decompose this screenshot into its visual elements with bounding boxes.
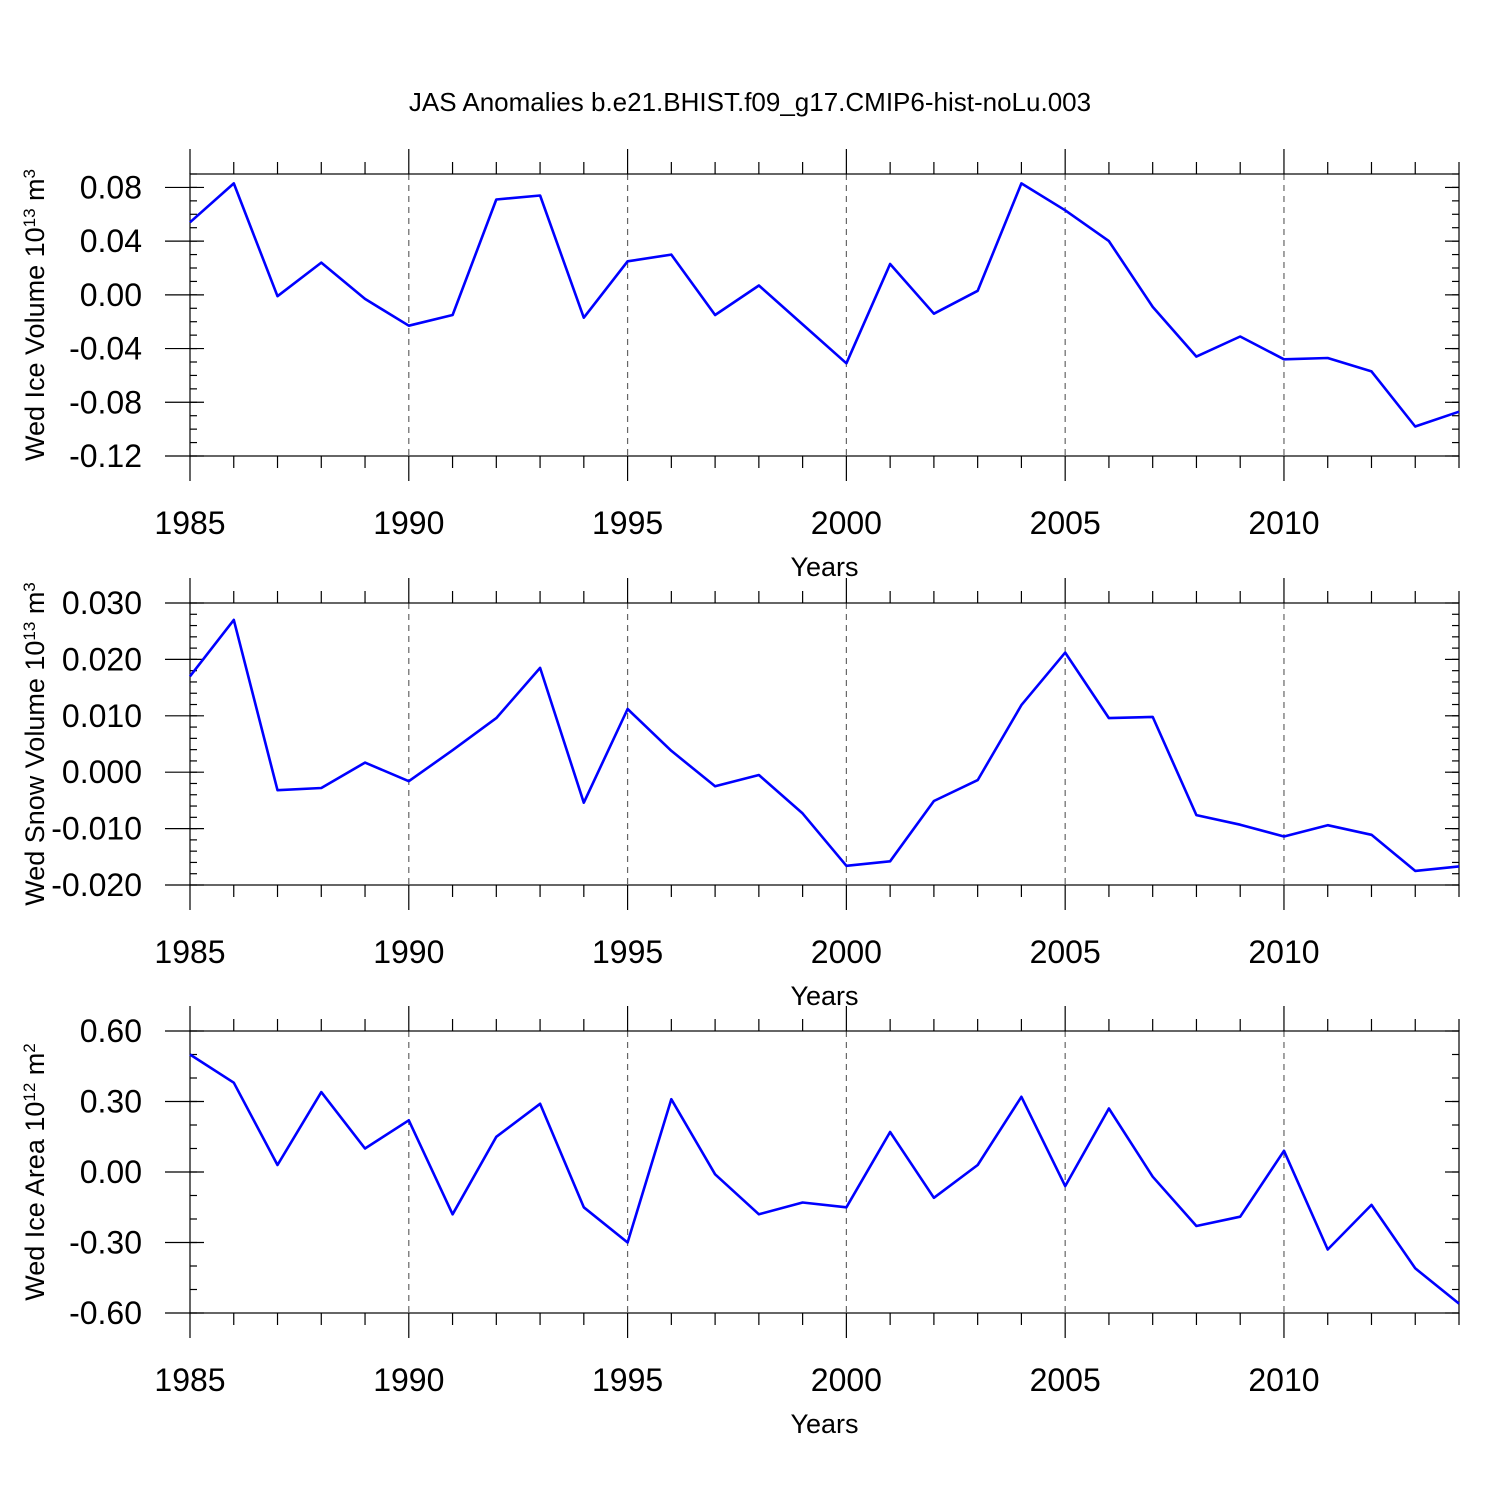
y-tick-label: 0.00 — [80, 1154, 142, 1190]
x-tick-label: 2000 — [811, 1362, 882, 1398]
y-tick-label: 0.30 — [80, 1084, 142, 1120]
series-line — [189, 182, 1460, 428]
y-tick-label: 0.000 — [62, 754, 142, 790]
y-axis-title-text: Wed Ice Area 10 — [20, 1102, 50, 1301]
y-axis-title-superscript: 13 — [20, 208, 39, 227]
y-axis-title-text: Wed Snow Volume 10 — [20, 641, 50, 906]
y-axis-title-superscript: 13 — [20, 622, 39, 641]
y-axis-title-superscript: 2 — [20, 1043, 39, 1052]
x-tick-label: 1995 — [592, 1362, 663, 1398]
x-tick-label: 2010 — [1248, 934, 1319, 970]
figure-title: JAS Anomalies b.e21.BHIST.f09_g17.CMIP6-… — [409, 87, 1091, 117]
x-tick-label: 1990 — [373, 934, 444, 970]
panel-3: 0.60 0.30 0.00 -0.30 -0.60 1985 1990 1995 2000 20… — [20, 1006, 1460, 1439]
y-axis-title-text: m — [20, 178, 50, 208]
x-tick-label: 2000 — [811, 934, 882, 970]
y-tick-label: 0.00 — [80, 277, 142, 313]
x-tick-label: 1985 — [154, 1362, 225, 1398]
y-tick-label: 0.04 — [80, 223, 142, 259]
y-axis-title-text: Wed Ice Volume 10 — [20, 227, 50, 461]
plot-frame — [189, 173, 1460, 457]
x-tick-label: 2010 — [1248, 505, 1319, 541]
y-axis-title: Wed Ice Volume 1013 m3 — [20, 169, 51, 461]
x-tick-label: 2005 — [1030, 1362, 1101, 1398]
y-tick-label: 0.60 — [80, 1013, 142, 1049]
y-axis-title-superscript: 3 — [20, 169, 39, 178]
x-tick-label: 1995 — [592, 505, 663, 541]
x-tick-label: 2010 — [1248, 1362, 1319, 1398]
y-axis-title-text: m — [20, 592, 50, 622]
x-axis-title: Years — [790, 1409, 858, 1439]
series-line — [188, 618, 1460, 873]
y-tick-label: -0.04 — [69, 331, 142, 367]
y-axis-title-text: m — [20, 1053, 50, 1083]
y-tick-label: 0.08 — [80, 169, 142, 205]
panel-1: 0.08 0.04 0.00 -0.04 -0.08 -0.12 1985 1990 1995 2… — [20, 149, 1460, 582]
y-tick-label: 0.030 — [62, 585, 142, 621]
x-axis-title: Years — [790, 981, 858, 1011]
series-line — [189, 1053, 1460, 1305]
y-tick-label: -0.60 — [69, 1295, 142, 1331]
x-tick-label: 1985 — [154, 934, 225, 970]
y-axis-title: Wed Snow Volume 1013 m3 — [20, 582, 51, 906]
x-tick-label: 1995 — [592, 934, 663, 970]
panel-2: 0.030 0.020 0.010 0.000 -0.010 -0.020 1985 1990… — [20, 578, 1460, 1011]
x-axis-title: Years — [790, 552, 858, 582]
y-tick-label: -0.12 — [69, 438, 142, 474]
y-axis-title: Wed Ice Area 1012 m2 — [20, 1043, 51, 1301]
x-tick-label: 2005 — [1030, 505, 1101, 541]
x-tick-label: 2000 — [811, 505, 882, 541]
x-tick-label: 1985 — [154, 505, 225, 541]
y-axis-title-superscript: 12 — [20, 1083, 39, 1102]
y-tick-label: -0.020 — [51, 867, 142, 903]
x-tick-label: 2005 — [1030, 934, 1101, 970]
plot-frame — [189, 602, 1460, 886]
y-tick-label: -0.30 — [69, 1225, 142, 1261]
y-axis-title-superscript: 3 — [20, 582, 39, 591]
y-tick-label: -0.010 — [51, 811, 142, 847]
x-tick-label: 1990 — [373, 1362, 444, 1398]
y-tick-label: 0.010 — [62, 698, 142, 734]
x-tick-label: 1990 — [373, 505, 444, 541]
y-tick-label: -0.08 — [69, 384, 142, 420]
y-tick-label: 0.020 — [62, 641, 142, 677]
